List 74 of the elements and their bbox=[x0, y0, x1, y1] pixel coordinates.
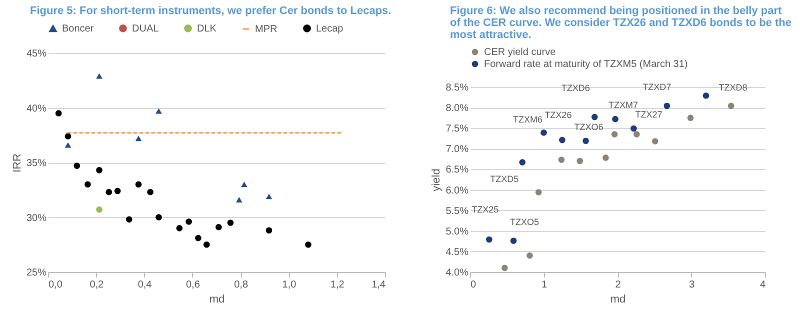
x-tick-label: 2 bbox=[615, 280, 622, 290]
point bbox=[652, 138, 658, 144]
point bbox=[576, 158, 584, 164]
x-tick-label: 1,2 bbox=[330, 280, 345, 290]
y-tick-label: 4.5% bbox=[446, 246, 469, 258]
y-tick-label: 7.0% bbox=[446, 144, 469, 156]
y-tick-label: 30% bbox=[26, 212, 47, 224]
legend-label: CER yield curve bbox=[484, 47, 556, 58]
annotation: TZXD8 bbox=[718, 82, 748, 93]
legend-label: Boncer bbox=[62, 24, 94, 35]
y-axis-title: yield bbox=[430, 168, 443, 192]
x-tick-label: 1,4 bbox=[372, 280, 386, 290]
annotation: TZXM6 bbox=[512, 114, 543, 125]
x-tick-label: 0,2 bbox=[90, 280, 104, 290]
x-tick-label: 0,8 bbox=[234, 280, 248, 290]
y-tick-label: 25% bbox=[26, 268, 47, 278]
annotation: TZXO6 bbox=[574, 122, 604, 132]
point bbox=[602, 154, 609, 161]
x-tick-label: 1,0 bbox=[282, 280, 297, 290]
legend-label: Forward rate at maturity of TZXM5 (March 31) bbox=[484, 59, 688, 70]
point bbox=[582, 138, 589, 144]
point bbox=[510, 238, 517, 244]
y-tick-label: 45% bbox=[26, 48, 47, 60]
point bbox=[591, 114, 598, 120]
point bbox=[612, 116, 618, 122]
y-tick-label: 6.0% bbox=[446, 185, 469, 196]
y-tick-label: 7.5% bbox=[446, 124, 469, 135]
x-axis-title: md bbox=[209, 294, 225, 306]
chart-title: Figure 5: For short-term instruments, we prefer Cer bonds to Lecaps. bbox=[29, 4, 392, 17]
y-tick-label: 4.0% bbox=[446, 268, 469, 278]
annotation: TZXO5 bbox=[510, 216, 540, 227]
annotation: TZXD7 bbox=[642, 82, 672, 92]
y-tick-label: 35% bbox=[26, 158, 47, 169]
legend-label: DLK bbox=[197, 23, 217, 34]
point bbox=[486, 236, 492, 243]
x-axis-title: md bbox=[610, 294, 626, 306]
point bbox=[702, 92, 710, 99]
point bbox=[634, 131, 640, 138]
annotation: TZX25 bbox=[472, 204, 499, 215]
annotation: TZXD5 bbox=[490, 174, 519, 184]
annotation: TZXM7 bbox=[608, 100, 638, 110]
annotation: TZX27 bbox=[635, 110, 662, 120]
y-tick-label: 5.5% bbox=[446, 206, 469, 217]
annotation: TZX26 bbox=[544, 110, 572, 120]
chart-title: Figure 6: We also recommend being positioned in the belly part of the CER curve. We consider TZX26 and TZXD6 bonds to be the most attractive. bbox=[449, 4, 792, 41]
point bbox=[502, 264, 508, 272]
point bbox=[558, 156, 565, 163]
x-tick-label: 0,0 bbox=[48, 280, 63, 290]
x-tick-label: 0,4 bbox=[138, 280, 152, 290]
annotation: TZXD6 bbox=[561, 83, 590, 94]
point bbox=[559, 136, 566, 144]
y-tick-label: 6.5% bbox=[446, 164, 469, 176]
point bbox=[519, 159, 526, 166]
x-tick-label: 0,6 bbox=[186, 280, 200, 290]
point bbox=[540, 129, 547, 136]
point bbox=[687, 114, 694, 121]
y-axis-title: IRR bbox=[11, 153, 24, 172]
point bbox=[535, 189, 542, 196]
point bbox=[728, 102, 734, 110]
legend-label: DUAL bbox=[132, 23, 160, 34]
y-tick-label: 40% bbox=[26, 103, 47, 114]
point bbox=[611, 131, 618, 138]
y-tick-label: 8.5% bbox=[446, 82, 469, 94]
x-tick-label: 3 bbox=[688, 280, 695, 290]
legend-label: Lecap bbox=[316, 23, 344, 34]
y-tick-label: 8.0% bbox=[446, 103, 469, 114]
x-tick-label: 1 bbox=[541, 280, 548, 290]
x-tick-label: 0 bbox=[470, 280, 476, 290]
legend-label: MPR bbox=[255, 24, 278, 35]
point bbox=[664, 102, 670, 110]
point bbox=[630, 125, 637, 132]
x-tick-label: 4 bbox=[760, 280, 766, 290]
point bbox=[526, 252, 533, 259]
y-tick-label: 5.0% bbox=[446, 226, 469, 238]
